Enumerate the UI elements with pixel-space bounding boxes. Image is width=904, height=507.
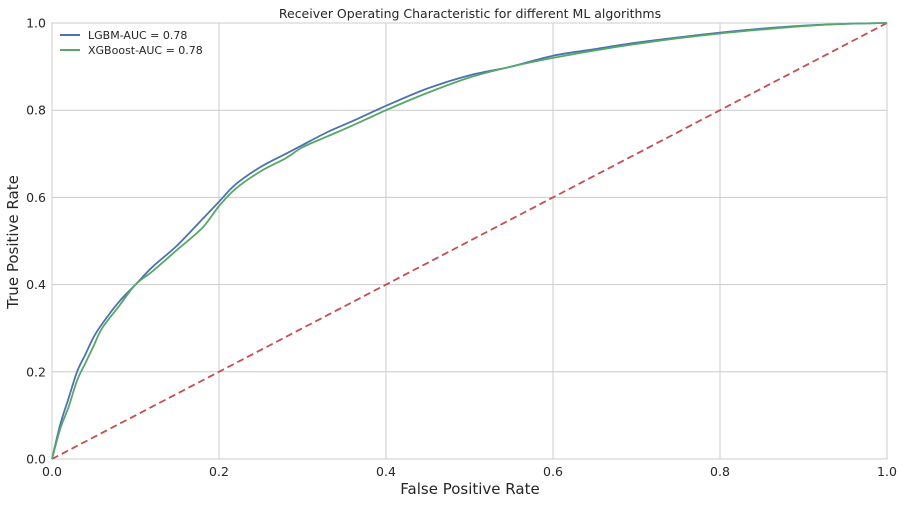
roc-curve-xgboost: [51, 22, 888, 460]
y-tick-label: 0.2: [26, 364, 46, 379]
chance-reference-line: [51, 22, 888, 460]
roc-curve-lgbm: [51, 22, 888, 460]
y-tick-label: 1.0: [26, 16, 46, 31]
y-tick-label: 0.0: [26, 452, 46, 467]
y-axis-label: True Positive Rate: [4, 175, 22, 310]
y-tick-label: 0.8: [26, 103, 46, 118]
tick-labels: 0.0 0.2 0.4 0.6 0.8 1.0 0.0 0.2 0.4 0.6 0.8 1.0: [26, 16, 897, 480]
x-tick-label: 0.4: [376, 464, 396, 479]
x-axis-label: False Positive Rate: [400, 480, 539, 498]
grid: [51, 22, 888, 460]
x-tick-label: 0.2: [209, 464, 229, 479]
series-layer: [51, 22, 888, 460]
x-tick-label: 0.6: [543, 464, 563, 479]
y-tick-label: 0.4: [26, 277, 46, 292]
y-tick-label: 0.6: [26, 190, 46, 205]
x-tick-label: 0.8: [710, 464, 730, 479]
legend-label-lgbm: LGBM-AUC = 0.78: [88, 29, 187, 42]
plot-frame: [51, 22, 888, 460]
legend-label-xgboost: XGBoost-AUC = 0.78: [88, 44, 203, 57]
x-tick-label: 1.0: [877, 464, 897, 479]
chart-title: Receiver Operating Characteristic for di…: [279, 6, 661, 21]
legend: LGBM-AUC = 0.78 XGBoost-AUC = 0.78: [60, 29, 203, 57]
x-tick-label: 0.0: [42, 464, 62, 479]
